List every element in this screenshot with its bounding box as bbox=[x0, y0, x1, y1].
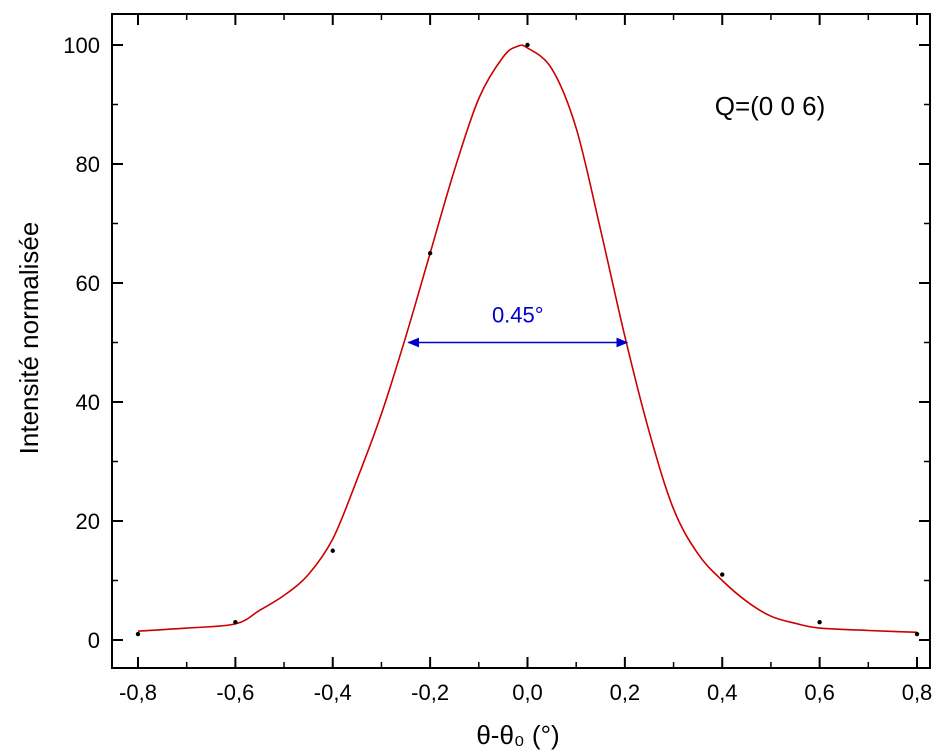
y-tick-label: 60 bbox=[76, 271, 100, 296]
x-tick-label: -0,8 bbox=[119, 680, 157, 705]
data-point bbox=[914, 631, 920, 637]
data-point bbox=[525, 42, 530, 48]
x-tick-labels: -0,8 -0,6 -0,4 -0,2 0,0 0,2 0,4 0,6 0,8 bbox=[119, 680, 932, 705]
x-tick-label: -0,6 bbox=[216, 680, 254, 705]
y-tick-label: 80 bbox=[76, 152, 100, 177]
y-tick-label: 20 bbox=[76, 509, 100, 534]
x-tick-label: -0,4 bbox=[314, 680, 352, 705]
data-point bbox=[135, 631, 141, 637]
x-tick-label: 0,4 bbox=[707, 680, 738, 705]
fwhm-label: 0.45° bbox=[492, 303, 544, 328]
data-point bbox=[330, 548, 335, 553]
x-tick-label: 0,2 bbox=[610, 680, 641, 705]
y-tick-label: 0 bbox=[88, 628, 100, 653]
plot-frame bbox=[111, 13, 931, 669]
axis-ticks bbox=[112, 14, 930, 668]
data-point bbox=[233, 619, 238, 625]
x-tick-label: -0,2 bbox=[411, 680, 449, 705]
y-tick-label: 40 bbox=[76, 390, 100, 415]
fit-curve bbox=[137, 44, 918, 634]
y-tick-labels: 0 20 40 60 80 100 bbox=[63, 33, 100, 653]
data-point bbox=[427, 251, 433, 256]
y-tick-label: 100 bbox=[63, 33, 100, 58]
y-axis-title: Intensité normalisée bbox=[14, 222, 44, 455]
data-points bbox=[135, 42, 920, 637]
data-point bbox=[817, 619, 822, 625]
x-tick-label: 0,6 bbox=[804, 680, 835, 705]
q-vector-label: Q=(0 0 6) bbox=[715, 91, 826, 121]
data-point bbox=[720, 572, 725, 577]
x-tick-label: 0,0 bbox=[512, 680, 543, 705]
x-axis-title: θ-θ₀ (°) bbox=[476, 720, 559, 750]
x-tick-label: 0,8 bbox=[902, 680, 933, 705]
